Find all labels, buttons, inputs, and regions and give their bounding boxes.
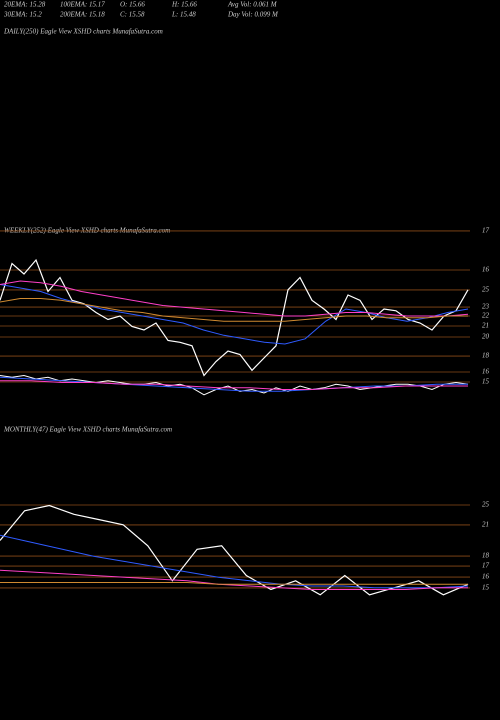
- price-line: [0, 380, 468, 390]
- y-tick-label: 15: [482, 378, 490, 386]
- y-tick-label: 17: [482, 562, 490, 570]
- y-tick-label: 23: [482, 303, 490, 311]
- header-stat: C: 15.58: [120, 11, 145, 19]
- y-tick-label: 16: [482, 368, 490, 376]
- header-stat: 200EMA: 15.18: [60, 11, 105, 19]
- y-tick-label: 21: [482, 322, 489, 330]
- header-stat: L: 15.48: [171, 11, 196, 19]
- price-line: [0, 258, 469, 377]
- panel-title: DAILY(250) Eagle View XSHD charts Munafa…: [3, 28, 163, 36]
- price-line: [0, 374, 469, 396]
- y-tick-label: 17: [482, 227, 490, 235]
- y-tick-label: 18: [482, 352, 490, 360]
- price-line: [0, 534, 469, 589]
- header-stat: O: 15.66: [120, 1, 145, 9]
- header-stat: Avg Vol: 0.061 M: [227, 1, 278, 9]
- header-stat: 100EMA: 15.17: [60, 1, 105, 9]
- price-line: [0, 284, 469, 345]
- header-stat: H: 15.66: [171, 1, 197, 9]
- y-tick-label: 21: [482, 521, 489, 529]
- y-tick-label: 16: [482, 266, 490, 274]
- y-tick-label: 20: [482, 333, 490, 341]
- price-line: [0, 376, 468, 392]
- header-stat: 30EMA: 15.2: [3, 11, 42, 19]
- y-tick-label: 22: [482, 312, 490, 320]
- y-tick-label: 25: [482, 286, 490, 294]
- price-line: [0, 298, 468, 322]
- y-tick-label: 16: [482, 573, 490, 581]
- y-tick-label: 18: [482, 552, 490, 560]
- price-line: [0, 569, 468, 590]
- header-stat: 20EMA: 15.28: [4, 1, 46, 9]
- y-tick-label: 15: [482, 584, 490, 592]
- panel-title: MONTHLY(47) Eagle View XSHD charts Munaf…: [3, 426, 172, 434]
- header-stat: Day Vol: 0.099 M: [227, 11, 279, 19]
- price-line: [0, 504, 469, 596]
- y-tick-label: 25: [482, 501, 490, 509]
- price-line: [0, 280, 469, 317]
- price-line: [0, 582, 468, 585]
